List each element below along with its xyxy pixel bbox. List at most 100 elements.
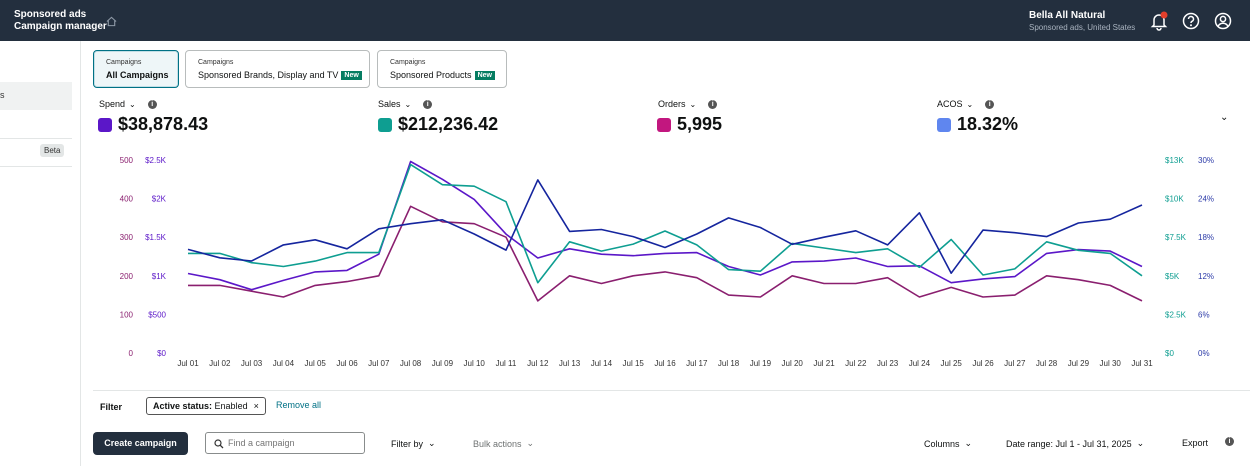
create-campaign-button[interactable]: Create campaign bbox=[93, 432, 188, 455]
x-tick-label: Jul 20 bbox=[782, 359, 804, 368]
x-tick-label: Jul 12 bbox=[527, 359, 549, 368]
tab-small-label: Campaigns bbox=[390, 59, 426, 66]
axis-tick-label: $0 bbox=[1165, 349, 1174, 358]
metric-selector-acos[interactable]: ACOS ⌄ i bbox=[937, 99, 995, 109]
axis-tick-label: 0% bbox=[1198, 349, 1210, 358]
x-tick-label: Jul 30 bbox=[1100, 359, 1122, 368]
notification-dot bbox=[1160, 11, 1168, 19]
new-badge: New bbox=[341, 71, 362, 80]
axis-tick-label: $2K bbox=[152, 195, 167, 204]
x-tick-label: Jul 09 bbox=[432, 359, 454, 368]
brand-line-2: Campaign manager bbox=[14, 21, 107, 32]
metric-value-sales: $212,236.42 bbox=[378, 114, 498, 135]
filter-label: Filter bbox=[100, 402, 123, 412]
axis-tick-label: $2.5K bbox=[1165, 310, 1187, 319]
search-icon bbox=[214, 439, 224, 449]
axis-tick-label: 400 bbox=[120, 195, 134, 204]
filter-by-button[interactable]: Filter by ⌄ bbox=[391, 438, 436, 449]
home-icon[interactable] bbox=[106, 16, 117, 27]
tab-small-label: Campaigns bbox=[106, 59, 142, 66]
columns-button[interactable]: Columns ⌄ bbox=[924, 438, 973, 449]
series-line-orders bbox=[188, 205, 1143, 302]
new-badge: New bbox=[474, 71, 495, 80]
x-tick-label: Jul 22 bbox=[845, 359, 867, 368]
x-tick-label: Jul 25 bbox=[941, 359, 963, 368]
axis-tick-label: 6% bbox=[1198, 310, 1210, 319]
user-icon[interactable] bbox=[1213, 11, 1233, 31]
axis-tick-label: $500 bbox=[148, 310, 166, 319]
axis-tick-label: $10K bbox=[1165, 195, 1184, 204]
x-tick-label: Jul 10 bbox=[464, 359, 486, 368]
x-tick-label: Jul 31 bbox=[1131, 359, 1153, 368]
search-input[interactable] bbox=[228, 436, 358, 450]
metric-selector-spend[interactable]: Spend ⌄ i bbox=[99, 99, 157, 109]
x-tick-label: Jul 08 bbox=[400, 359, 422, 368]
export-button[interactable]: Export bbox=[1182, 438, 1209, 448]
info-icon[interactable]: i bbox=[1225, 437, 1234, 446]
info-icon[interactable]: i bbox=[147, 99, 157, 109]
x-tick-label: Jul 29 bbox=[1068, 359, 1090, 368]
x-tick-label: Jul 24 bbox=[909, 359, 931, 368]
x-tick-label: Jul 27 bbox=[1004, 359, 1026, 368]
axis-tick-label: 100 bbox=[120, 310, 134, 319]
search-box[interactable] bbox=[205, 432, 365, 454]
series-line-sales bbox=[188, 163, 1143, 284]
x-tick-label: Jul 13 bbox=[559, 359, 581, 368]
x-tick-label: Jul 14 bbox=[591, 359, 613, 368]
chevron-down-icon[interactable]: ⌄ bbox=[1220, 112, 1229, 123]
x-tick-label: Jul 19 bbox=[750, 359, 772, 368]
tab-all-campaigns[interactable]: Campaigns All Campaigns bbox=[93, 50, 179, 88]
x-tick-label: Jul 17 bbox=[686, 359, 708, 368]
x-tick-label: Jul 15 bbox=[623, 359, 645, 368]
brand-line-1: Sponsored ads bbox=[14, 9, 87, 20]
axis-tick-label: $7.5K bbox=[1165, 233, 1187, 242]
tab-label: All Campaigns bbox=[106, 70, 169, 80]
x-tick-label: Jul 06 bbox=[336, 359, 358, 368]
axis-tick-label: $1.5K bbox=[145, 233, 167, 242]
series-line-acos bbox=[187, 179, 1143, 274]
x-tick-label: Jul 01 bbox=[177, 359, 199, 368]
info-icon[interactable]: i bbox=[708, 99, 718, 109]
metric-selector-sales[interactable]: Sales ⌄ i bbox=[378, 99, 433, 109]
axis-tick-label: $2.5K bbox=[145, 156, 167, 165]
x-tick-label: Jul 07 bbox=[368, 359, 390, 368]
orders-swatch bbox=[657, 117, 671, 132]
info-icon[interactable]: i bbox=[985, 99, 995, 109]
chevron-down-icon: ⌄ bbox=[526, 438, 535, 448]
spend-swatch bbox=[98, 117, 112, 132]
sidebar-divider bbox=[0, 166, 72, 167]
axis-tick-label: 12% bbox=[1198, 272, 1214, 281]
axis-tick-label: 500 bbox=[120, 156, 134, 165]
close-icon[interactable]: × bbox=[253, 401, 259, 411]
tab-sponsored-products[interactable]: Campaigns Sponsored Products New bbox=[377, 50, 507, 88]
x-tick-label: Jul 26 bbox=[972, 359, 994, 368]
x-tick-label: Jul 21 bbox=[813, 359, 835, 368]
chevron-down-icon: ⌄ bbox=[964, 438, 973, 448]
x-tick-label: Jul 04 bbox=[273, 359, 295, 368]
help-icon[interactable] bbox=[1181, 11, 1201, 31]
axis-tick-label: $1K bbox=[152, 272, 167, 281]
remove-all-link[interactable]: Remove all bbox=[276, 400, 322, 410]
axis-tick-label: $0 bbox=[157, 349, 166, 358]
divider bbox=[93, 390, 1250, 391]
sidebar-item-selected[interactable]: s bbox=[0, 82, 72, 110]
axis-tick-label: $5K bbox=[1165, 272, 1180, 281]
axis-tick-label: 200 bbox=[120, 272, 134, 281]
info-icon[interactable]: i bbox=[423, 99, 433, 109]
top-bar: Sponsored ads Campaign manager Bella All… bbox=[0, 0, 1250, 41]
date-range-button[interactable]: Date range: Jul 1 - Jul 31, 2025 ⌄ bbox=[1006, 438, 1145, 449]
metric-value-orders: 5,995 bbox=[657, 114, 722, 135]
performance-chart: 0 100 200 300 400 500 $0 $500 $1K $1.5K $2K $2.5K $0… bbox=[120, 156, 1214, 368]
account-name[interactable]: Bella All Natural bbox=[1029, 10, 1106, 21]
account-subtitle: Sponsored ads, United States bbox=[1029, 23, 1136, 32]
beta-badge: Beta bbox=[40, 144, 65, 157]
active-status-filter-chip[interactable]: Active status: Enabled × bbox=[146, 397, 266, 415]
tab-sponsored-brands[interactable]: Campaigns Sponsored Brands, Display and … bbox=[185, 50, 370, 88]
x-tick-label: Jul 05 bbox=[305, 359, 327, 368]
metric-value-spend: $38,878.43 bbox=[98, 114, 208, 135]
metric-selector-orders[interactable]: Orders ⌄ i bbox=[658, 99, 718, 109]
bulk-actions-button[interactable]: Bulk actions ⌄ bbox=[473, 438, 535, 449]
tab-small-label: Campaigns bbox=[198, 59, 234, 66]
series-line-spend bbox=[187, 160, 1143, 291]
bell-icon[interactable] bbox=[1149, 11, 1169, 31]
